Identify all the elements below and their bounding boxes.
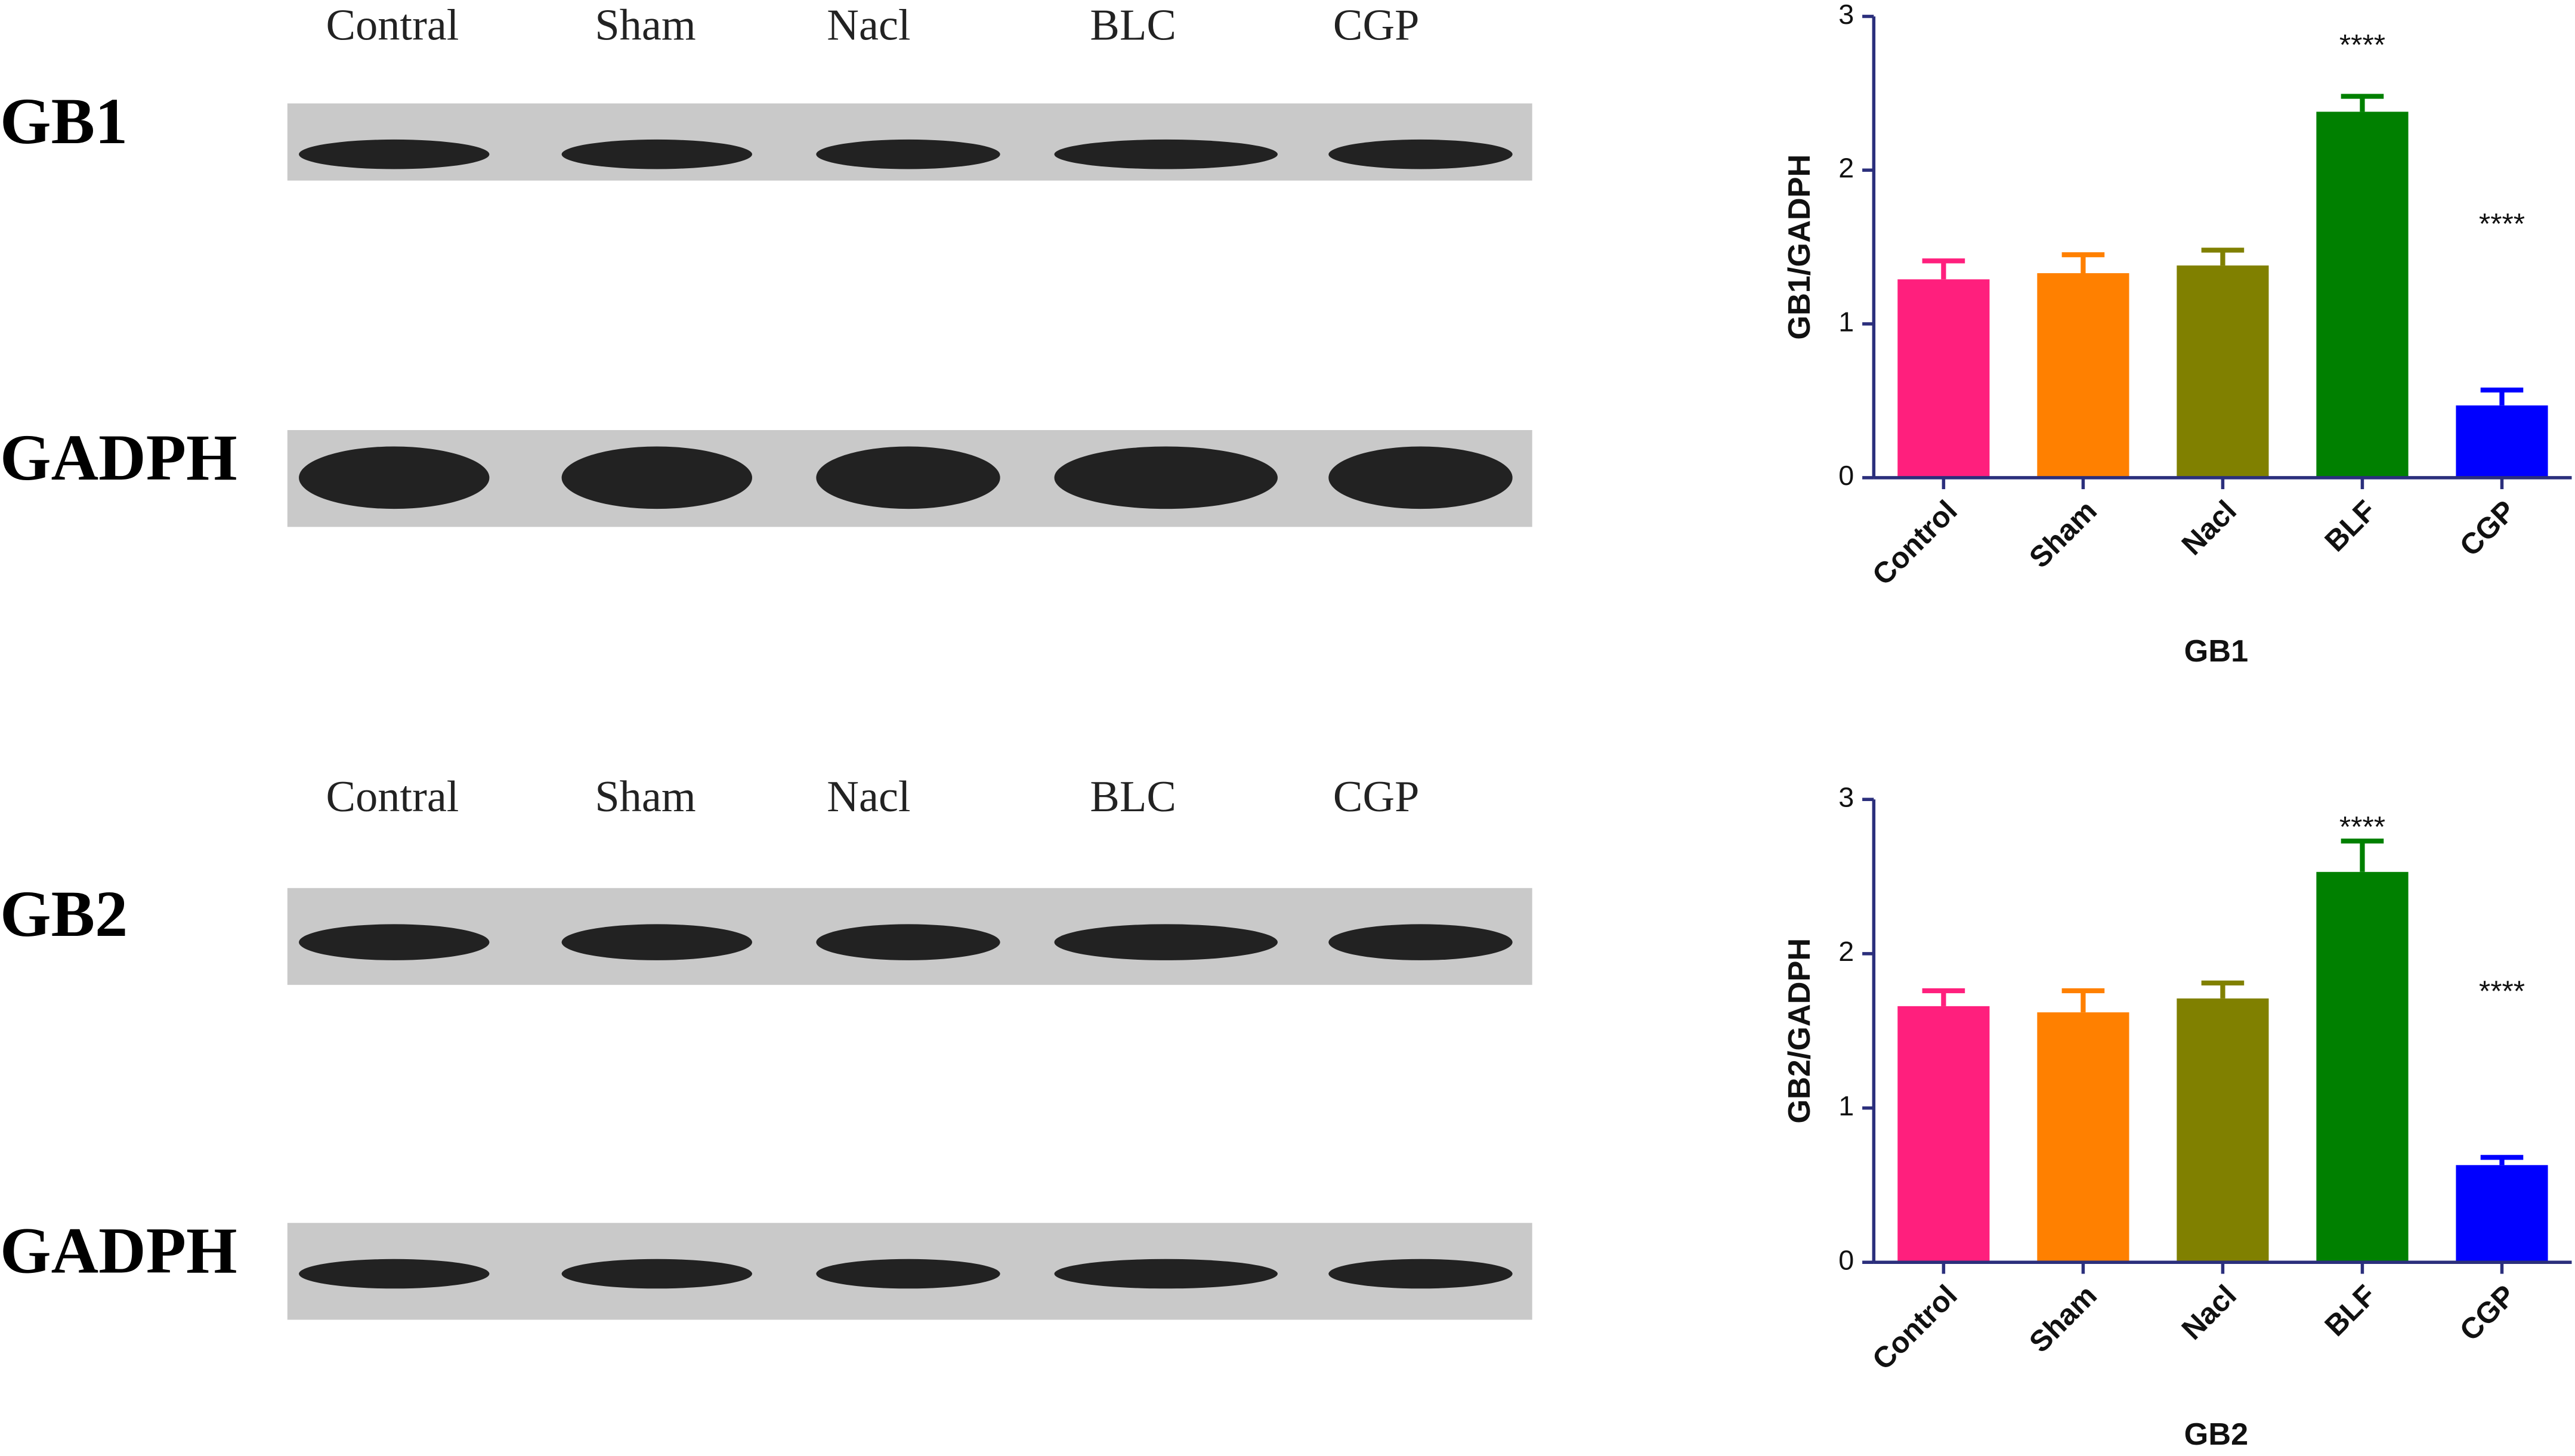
row-label: GADPH	[0, 421, 237, 494]
bar	[2177, 265, 2269, 478]
lane-label: BLC	[1090, 1, 1176, 50]
x-axis-title: GB1	[2184, 634, 2249, 669]
row-label: GADPH	[0, 1214, 237, 1287]
blot-band	[561, 139, 752, 169]
y-tick-label: 0	[1838, 1245, 1854, 1276]
x-tick-label: Nacl	[2175, 1279, 2243, 1346]
blot-band	[1054, 924, 1278, 960]
lane-label: Contral	[326, 772, 459, 821]
row-label: GB2	[0, 877, 128, 950]
x-axis-title: GB2	[2184, 1417, 2249, 1452]
bar	[2456, 405, 2548, 478]
x-tick-label: CGP	[2453, 494, 2522, 563]
blot-band	[299, 139, 490, 169]
row-label: GB1	[0, 85, 128, 157]
y-tick-label: 3	[1838, 782, 1854, 813]
lane-label: Sham	[595, 1, 695, 50]
lane-label: Nacl	[827, 772, 910, 821]
bar	[2037, 1012, 2129, 1263]
blot-band	[299, 1259, 490, 1289]
blot-band	[299, 924, 490, 960]
lane-label: CGP	[1333, 772, 1420, 821]
bar	[1897, 1006, 1990, 1263]
y-tick-label: 1	[1838, 306, 1854, 337]
y-axis-title: GB1/GADPH	[1782, 154, 1817, 340]
y-tick-label: 0	[1838, 460, 1854, 491]
bar	[1897, 279, 1990, 478]
significance-label: ****	[2339, 811, 2385, 843]
blot-band	[816, 446, 1000, 509]
x-tick-label: Nacl	[2175, 494, 2243, 562]
significance-label: ****	[2479, 975, 2525, 1007]
y-tick-label: 1	[1838, 1090, 1854, 1121]
lane-label: Contral	[326, 1, 459, 50]
y-tick-label: 2	[1838, 936, 1854, 967]
lane-label: Sham	[595, 772, 695, 821]
y-axis-title: GB2/GADPH	[1782, 938, 1817, 1124]
bar	[2456, 1165, 2548, 1263]
blot-band	[1054, 139, 1278, 169]
x-tick-label: Control	[1866, 494, 1964, 592]
blot-band	[561, 924, 752, 960]
blot-band	[816, 924, 1000, 960]
significance-label: ****	[2339, 29, 2385, 61]
blot-band	[1054, 446, 1278, 509]
x-tick-label: Control	[1866, 1279, 1964, 1376]
y-tick-label: 2	[1838, 153, 1854, 184]
blot-band	[1054, 1259, 1278, 1289]
blot-band	[816, 139, 1000, 169]
lane-label: CGP	[1333, 1, 1420, 50]
bar	[2037, 273, 2129, 478]
x-tick-label: CGP	[2453, 1279, 2522, 1347]
blot-band	[1328, 139, 1513, 169]
blot-band	[1328, 924, 1513, 960]
x-tick-label: Sham	[2023, 1279, 2103, 1359]
blot-band	[816, 1259, 1000, 1289]
y-tick-label: 3	[1838, 0, 1854, 30]
lane-label: Nacl	[827, 1, 910, 50]
lane-label: BLC	[1090, 772, 1176, 821]
x-tick-label: BLF	[2319, 494, 2382, 558]
x-tick-label: BLF	[2319, 1279, 2382, 1343]
bar	[2177, 998, 2269, 1263]
bar	[2316, 112, 2409, 478]
blot-band	[299, 446, 490, 509]
bar	[2316, 871, 2409, 1263]
significance-label: ****	[2479, 208, 2525, 240]
blot-band	[1328, 446, 1513, 509]
blot-band	[561, 446, 752, 509]
x-tick-label: Sham	[2023, 494, 2103, 574]
blot-band	[1328, 1259, 1513, 1289]
blot-band	[561, 1259, 752, 1289]
